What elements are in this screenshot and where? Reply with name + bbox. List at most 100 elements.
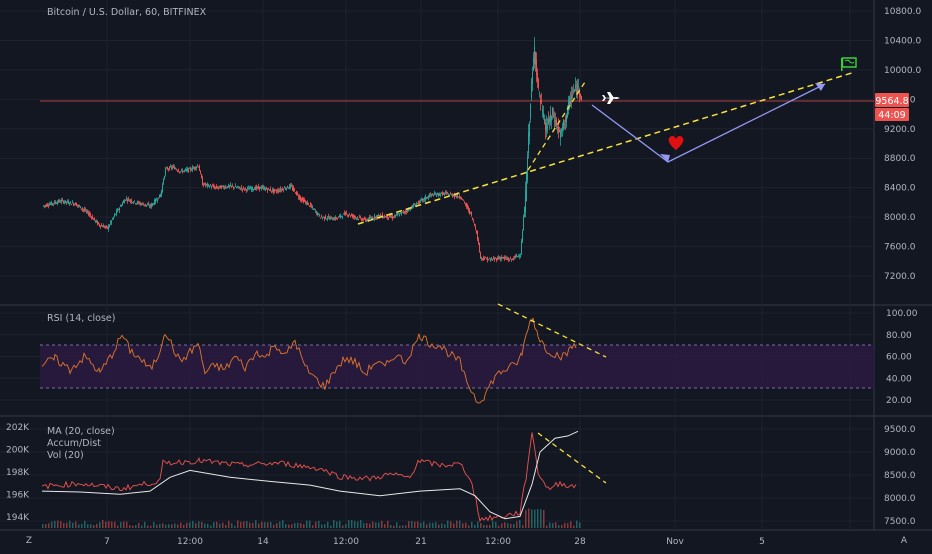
rsi-title[interactable]: RSI (14, close) bbox=[47, 313, 115, 324]
candle-body bbox=[366, 219, 367, 222]
volume-bar bbox=[573, 525, 575, 528]
candle-body bbox=[277, 190, 278, 192]
candle-body bbox=[106, 226, 107, 228]
volume-bar bbox=[189, 522, 191, 528]
candle-body bbox=[392, 215, 393, 219]
candle-body bbox=[477, 230, 478, 240]
volume-bar bbox=[351, 520, 353, 528]
candle-body bbox=[110, 222, 111, 224]
volume-right-tick-label: 8000.0 bbox=[884, 494, 916, 504]
volume-right-axis[interactable]: 9500.0 9000.0 8500.0 8000.0 7500.0 bbox=[884, 425, 916, 527]
candle-body bbox=[88, 212, 89, 215]
rsi-line[interactable] bbox=[41, 317, 577, 404]
accum-dist-line[interactable] bbox=[41, 432, 577, 522]
candle-body bbox=[497, 258, 498, 260]
candle-body bbox=[486, 258, 487, 260]
candle-body bbox=[331, 216, 332, 218]
rsi-axis[interactable]: 100.00 80.00 60.00 40.00 20.00 bbox=[886, 309, 918, 406]
symbol-title[interactable]: Bitcoin / U.S. Dollar, 60, BITFINEX bbox=[47, 7, 207, 18]
candle-body bbox=[528, 132, 529, 154]
candle-body bbox=[294, 189, 295, 191]
auto-scale-button[interactable]: A bbox=[900, 536, 908, 546]
candlestick-series[interactable] bbox=[43, 37, 582, 263]
volume-bar bbox=[444, 524, 446, 528]
volume-bar bbox=[501, 523, 503, 528]
zoom-toggle-button[interactable]: Z bbox=[25, 536, 33, 546]
volume-bar bbox=[468, 525, 470, 528]
candle-body bbox=[475, 226, 476, 229]
candle-body bbox=[243, 187, 244, 189]
trend-line-support[interactable] bbox=[357, 71, 856, 225]
candle-body bbox=[452, 194, 453, 197]
price-axis[interactable]: 10800.010400.010000.09600.09200.08800.08… bbox=[884, 7, 921, 282]
projection-path[interactable] bbox=[591, 83, 826, 163]
candle-body bbox=[75, 202, 76, 206]
candle-body bbox=[569, 97, 570, 106]
volume-bar bbox=[243, 521, 245, 528]
candle-body bbox=[182, 170, 183, 173]
volume-bar bbox=[174, 523, 176, 528]
volume-bar bbox=[204, 523, 206, 528]
candle-body bbox=[572, 94, 573, 96]
candle-body bbox=[533, 58, 534, 71]
candle-body bbox=[220, 185, 221, 189]
candle-body bbox=[280, 188, 281, 191]
candle-body bbox=[101, 225, 102, 227]
candle-body bbox=[578, 85, 579, 87]
candle-body bbox=[71, 203, 72, 205]
candle-body bbox=[396, 214, 397, 216]
candle-body bbox=[102, 226, 103, 228]
time-axis[interactable]: 7 12:00 14 12:00 21 12:00 28 Nov 5 bbox=[104, 537, 765, 547]
candle-body bbox=[566, 114, 567, 123]
candle-body bbox=[156, 199, 157, 201]
candle-body bbox=[525, 190, 526, 213]
candle-body bbox=[410, 209, 411, 211]
airplane-icon[interactable] bbox=[602, 92, 620, 104]
last-price-badge bbox=[875, 93, 909, 107]
candle-body bbox=[225, 186, 226, 188]
candle-body bbox=[461, 198, 462, 200]
candle-body bbox=[485, 256, 486, 258]
volume-title[interactable]: Vol (20) bbox=[47, 450, 84, 461]
candle-body bbox=[427, 197, 428, 199]
flag-icon[interactable] bbox=[841, 57, 857, 71]
candle-body bbox=[507, 258, 508, 260]
candle-body bbox=[131, 200, 132, 203]
candle-body bbox=[190, 168, 191, 170]
volume-bar bbox=[312, 525, 314, 528]
ma-line[interactable] bbox=[41, 430, 579, 520]
candle-body bbox=[419, 201, 420, 204]
candle-body bbox=[327, 218, 328, 220]
volume-bar bbox=[330, 525, 332, 528]
candle-body bbox=[60, 201, 61, 203]
candle-body bbox=[176, 169, 177, 171]
candle-body bbox=[423, 198, 424, 201]
candle-body bbox=[581, 96, 582, 101]
candle-body bbox=[265, 188, 266, 190]
volume-series[interactable] bbox=[41, 430, 581, 528]
price-tick-label: 8000.0 bbox=[884, 213, 916, 223]
candle-body bbox=[548, 118, 549, 124]
candle-body bbox=[246, 189, 247, 191]
candle-body bbox=[502, 257, 503, 259]
rsi-divergence-line[interactable] bbox=[497, 303, 607, 358]
candle-body bbox=[311, 205, 312, 207]
candle-body bbox=[66, 201, 67, 203]
candle-body bbox=[244, 188, 245, 190]
candle-body bbox=[211, 187, 212, 189]
candle-body bbox=[305, 201, 306, 203]
heart-icon[interactable] bbox=[668, 136, 684, 150]
volume-bar bbox=[99, 521, 101, 528]
candle-body bbox=[303, 199, 304, 203]
accum-dist-title[interactable]: Accum/Dist bbox=[47, 438, 101, 449]
candle-body bbox=[200, 171, 201, 174]
rsi-tick-label: 60.00 bbox=[886, 353, 912, 363]
rsi-series[interactable] bbox=[41, 317, 577, 404]
candle-body bbox=[429, 195, 430, 198]
candle-body bbox=[549, 119, 550, 122]
ma-title[interactable]: MA (20, close) bbox=[47, 426, 115, 437]
volume-bar bbox=[552, 523, 554, 528]
volume-bar bbox=[258, 523, 260, 528]
